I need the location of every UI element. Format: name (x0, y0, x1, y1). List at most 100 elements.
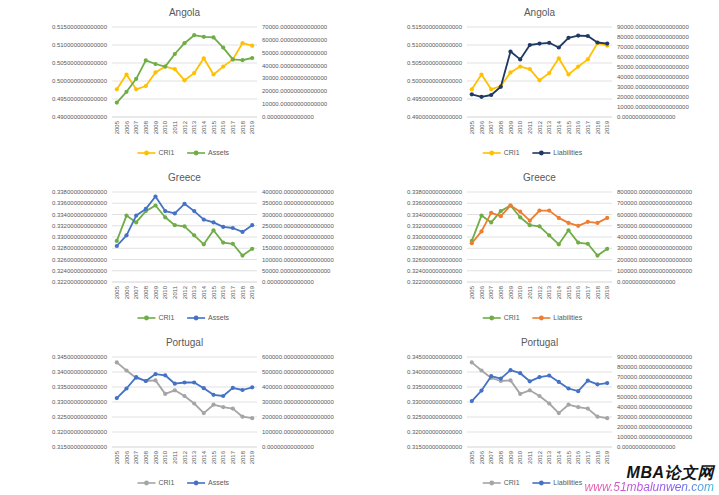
data-point-marker (566, 403, 570, 407)
legend-item-Liabilities[interactable]: Liabilities (532, 479, 582, 486)
svg-text:2015: 2015 (211, 285, 217, 299)
data-point-marker (595, 415, 599, 419)
data-point-marker (173, 388, 177, 392)
right-axis-labels: 90000.000000000000000080000.000000000000… (617, 24, 689, 120)
svg-text:100000.000000000000000: 100000.000000000000000 (262, 429, 334, 435)
data-point-marker (605, 416, 609, 420)
svg-text:40000.00000000000000: 40000.00000000000000 (262, 63, 328, 69)
data-point-marker (508, 378, 512, 382)
svg-text:600000.0000000000000000: 600000.0000000000000000 (617, 212, 693, 218)
svg-text:2008: 2008 (498, 285, 504, 299)
legend-item-CRI1[interactable]: CRI1 (483, 149, 520, 156)
data-point-marker (192, 33, 196, 37)
data-point-marker (163, 209, 167, 213)
legend-item-CRI1[interactable]: CRI1 (138, 479, 175, 486)
legend-marker (194, 151, 199, 156)
legend-marker (539, 316, 544, 321)
data-point-marker (489, 220, 493, 224)
legend-item-CRI1[interactable]: CRI1 (138, 149, 175, 156)
legend-item-CRI1[interactable]: CRI1 (483, 314, 520, 321)
legend-label: Liabilities (553, 479, 582, 486)
svg-text:2012: 2012 (537, 120, 543, 134)
x-axis-labels: 2005200620072008200920102011201220132014… (469, 450, 610, 464)
data-point-marker (115, 396, 119, 400)
svg-text:2014: 2014 (201, 285, 207, 299)
svg-text:0.328000000000000: 0.328000000000000 (407, 245, 463, 251)
svg-text:2018: 2018 (240, 120, 246, 134)
data-point-marker (221, 65, 225, 69)
svg-text:0.336000000000000: 0.336000000000000 (52, 200, 108, 206)
svg-text:90000.0000000000000000: 90000.0000000000000000 (617, 24, 689, 30)
svg-text:2006: 2006 (124, 120, 130, 134)
data-point-marker (576, 241, 580, 245)
chart-canvas: Angola0.5150000000000000.510000000000000… (0, 0, 352, 165)
legend-item-Liabilities[interactable]: Liabilities (532, 314, 582, 321)
x-axis-labels: 2005200620072008200920102011201220132014… (114, 450, 255, 464)
chart-angola-liabilities: Angola0.5150000000000000.510000000000000… (355, 0, 719, 165)
chart-title: Greece (168, 172, 201, 183)
svg-text:400000.0000000000000000: 400000.0000000000000000 (617, 404, 693, 410)
legend-item-Assets[interactable]: Assets (187, 314, 230, 321)
legend-marker (489, 151, 494, 156)
watermark-url-link[interactable]: www.51mbalunwen.com (585, 481, 714, 494)
svg-text:2016: 2016 (220, 450, 226, 464)
legend-item-CRI1[interactable]: CRI1 (138, 314, 175, 321)
legend: CRI1 Liabilities (483, 314, 583, 321)
data-point-marker (134, 220, 138, 224)
svg-text:2010: 2010 (162, 285, 168, 299)
data-point-marker (153, 203, 157, 207)
legend-label: Assets (208, 479, 230, 486)
legend-marker (194, 316, 199, 321)
data-point-marker (605, 216, 609, 220)
data-point-marker (528, 219, 532, 223)
svg-text:2006: 2006 (124, 450, 130, 464)
right-axis-labels: 70000.0000000000000060000.00000000000000… (262, 24, 328, 120)
data-point-marker (221, 405, 225, 409)
data-point-marker (231, 386, 235, 390)
svg-text:0.340000000000000: 0.340000000000000 (407, 369, 463, 375)
gridlines (112, 357, 257, 447)
data-point-marker (202, 386, 206, 390)
svg-text:60000.0000000000000000: 60000.0000000000000000 (617, 54, 689, 60)
svg-text:500000.0000000000000000: 500000.0000000000000000 (617, 394, 693, 400)
svg-text:0.322000000000000: 0.322000000000000 (407, 279, 463, 285)
legend-label: CRI1 (504, 314, 520, 321)
data-point-marker (250, 56, 254, 60)
legend-item-CRI1[interactable]: CRI1 (483, 479, 520, 486)
svg-text:2019: 2019 (249, 285, 255, 299)
series-CRI1 (115, 203, 255, 257)
data-point-marker (173, 67, 177, 71)
svg-text:0.324000000000000: 0.324000000000000 (407, 268, 463, 274)
data-point-marker (163, 392, 167, 396)
svg-text:350000.000000000000000: 350000.000000000000000 (262, 200, 334, 206)
data-point-marker (144, 58, 148, 62)
svg-text:700000.0000000000000000: 700000.0000000000000000 (617, 200, 693, 206)
data-point-marker (192, 380, 196, 384)
svg-text:2016: 2016 (575, 450, 581, 464)
data-point-marker (173, 382, 177, 386)
svg-text:400000.000000000000000: 400000.000000000000000 (262, 189, 334, 195)
svg-text:0.334000000000000: 0.334000000000000 (52, 212, 108, 218)
legend-item-Liabilities[interactable]: Liabilities (532, 149, 582, 156)
legend-label: Assets (208, 314, 230, 321)
svg-text:2012: 2012 (182, 450, 188, 464)
data-point-marker (240, 388, 244, 392)
svg-text:500000.0000000000000000: 500000.0000000000000000 (617, 223, 693, 229)
legend-label: Liabilities (553, 314, 582, 321)
data-point-marker (115, 244, 119, 248)
legend-marker (144, 151, 149, 156)
svg-text:2011: 2011 (527, 285, 533, 299)
svg-text:2009: 2009 (508, 120, 514, 134)
svg-text:200000.0000000000000000: 200000.0000000000000000 (617, 257, 693, 263)
legend-item-Assets[interactable]: Assets (187, 479, 230, 486)
data-point-marker (479, 389, 483, 393)
legend-item-Assets[interactable]: Assets (187, 149, 230, 156)
data-point-marker (192, 233, 196, 237)
right-axis-labels: 400000.000000000000000 350000.00000000000… (262, 189, 334, 285)
svg-text:2012: 2012 (182, 120, 188, 134)
svg-text:2018: 2018 (240, 450, 246, 464)
svg-text:0.510000000000000: 0.510000000000000 (52, 42, 108, 48)
svg-text:100000.0000000000000000: 100000.0000000000000000 (617, 268, 693, 274)
data-point-marker (576, 224, 580, 228)
data-point-marker (470, 399, 474, 403)
